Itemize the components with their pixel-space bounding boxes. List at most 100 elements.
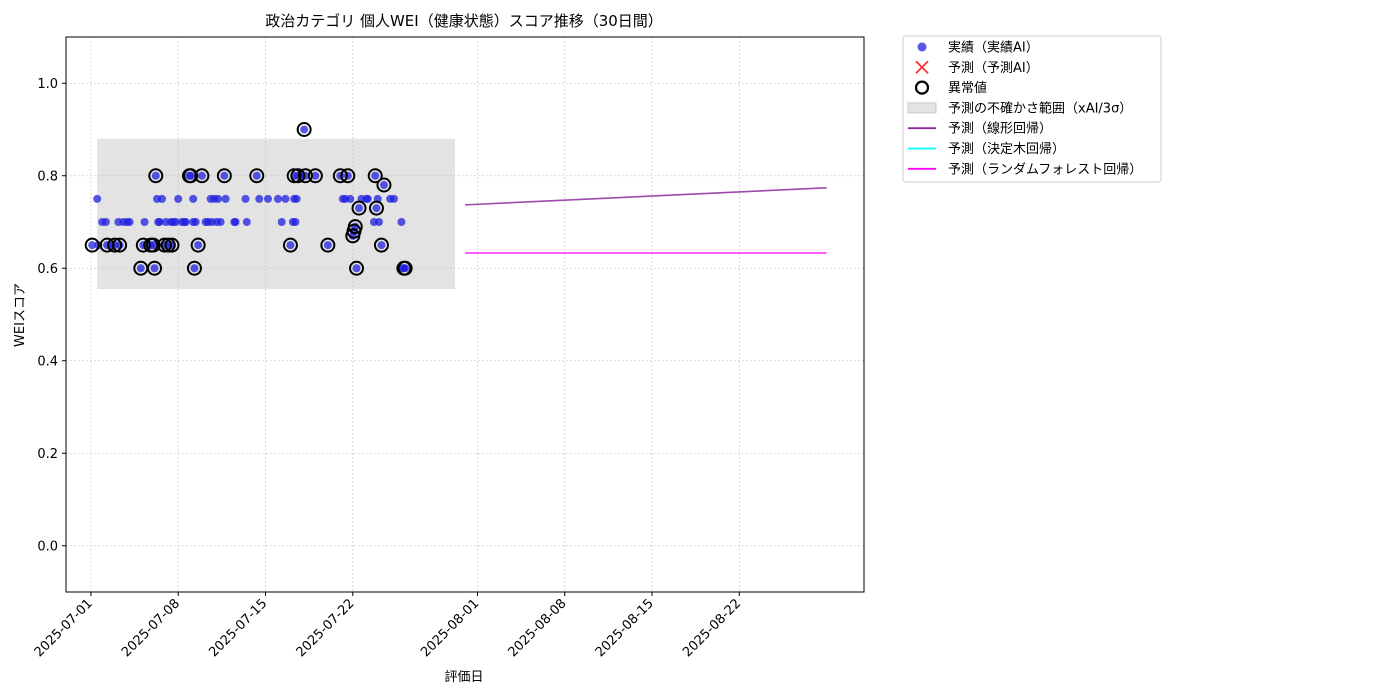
actual-point [242, 218, 251, 226]
actual-point [273, 194, 282, 203]
actual-point [186, 171, 195, 180]
anomaly-point [397, 260, 413, 276]
anomaly-point [107, 237, 123, 253]
legend-box [902, 35, 1162, 183]
actual-point [101, 218, 110, 226]
actual-point [379, 181, 388, 189]
legend-label: 実績（実績AI） [948, 40, 1039, 56]
x-axis-label: 評価日 [444, 670, 483, 685]
legend-label: 予測（線形回帰） [948, 121, 1052, 137]
actual-point [197, 171, 206, 180]
anomaly-point [368, 200, 384, 216]
anomaly-point [307, 168, 323, 184]
actual-point [372, 204, 381, 213]
anomaly-point [376, 177, 392, 193]
legend-dot-icon [917, 42, 927, 52]
anomaly-point [216, 168, 232, 184]
anomaly-point [249, 168, 265, 184]
actual-point [263, 194, 272, 203]
plot-area [66, 37, 864, 592]
anomaly-point [84, 237, 100, 253]
actual-point [352, 264, 361, 273]
actual-point [155, 218, 164, 226]
anomaly-point [367, 168, 383, 184]
actual-point [286, 241, 295, 250]
actual-point [151, 171, 160, 180]
legend-label: 予測（予測AI） [948, 61, 1039, 76]
actual-point [377, 241, 386, 250]
actual-point [191, 218, 200, 226]
y-axis-label: WEIスコア [13, 283, 28, 347]
y-tick-label: 0.8 [37, 169, 58, 184]
actual-point [194, 241, 203, 250]
legend-label: 予測の不確かさ範囲（xAI/3σ） [948, 100, 1132, 116]
legend-label: 予測（ランダムフォレスト回帰） [948, 161, 1142, 177]
actual-point [346, 194, 355, 203]
actual-point [136, 264, 145, 273]
actual-point [125, 218, 134, 226]
anomaly-point [183, 168, 199, 184]
legend-patch-icon [907, 102, 937, 114]
x-tick-label: 2025-07-22 [294, 596, 358, 660]
anomaly-point [349, 260, 365, 276]
actual-point [189, 194, 198, 203]
anomaly-point [332, 168, 348, 184]
actual-point [291, 218, 300, 226]
actual-point [277, 218, 286, 226]
anomaly-point [186, 260, 202, 276]
anomaly-point [148, 168, 164, 184]
anomaly-point [351, 200, 367, 216]
x-tick-label: 2025-08-22 [680, 596, 744, 660]
anomaly-point [147, 260, 163, 276]
x-tick-label: 2025-08-08 [506, 596, 570, 660]
actual-point [158, 194, 167, 203]
legend-x-icon [915, 60, 929, 74]
x-tick-label: 2025-08-15 [593, 596, 657, 660]
actual-point [300, 125, 309, 134]
actual-point [401, 264, 410, 273]
uncertainty-band [97, 138, 456, 290]
actual-point [241, 194, 250, 203]
anomaly-point [135, 237, 151, 253]
actual-point [181, 218, 190, 226]
anomaly-point [320, 237, 336, 253]
y-tick-label: 1.0 [37, 77, 58, 92]
actual-point [397, 218, 406, 226]
x-tick-label: 2025-08-01 [418, 596, 482, 660]
legend-ring-icon [914, 80, 930, 95]
anomaly-point [145, 237, 161, 253]
legend-label: 異常値 [948, 80, 987, 96]
anomaly-point [112, 237, 128, 253]
x-axis: 2025-07-01 2025-07-08 2025-07-15 2025-07-22… [32, 592, 744, 660]
actual-point [255, 194, 264, 203]
anomaly-point [194, 168, 210, 184]
anomaly-point [297, 168, 313, 184]
anomaly-point [296, 122, 312, 137]
actual-point [150, 264, 159, 273]
anomaly-point [290, 168, 306, 184]
anomaly-point [373, 237, 389, 253]
actual-point [221, 194, 230, 203]
actual-point [252, 171, 261, 180]
actual-point [190, 264, 199, 273]
actual-point [311, 171, 320, 180]
actual-point [292, 194, 301, 203]
anomaly-point [190, 237, 206, 253]
actual-point [140, 218, 149, 226]
legend-label: 予測（決定木回帰） [948, 141, 1065, 157]
x-tick-label: 2025-07-01 [32, 596, 96, 660]
actual-point [231, 218, 240, 226]
plot-frame [65, 36, 865, 593]
y-tick-label: 0.6 [37, 262, 58, 277]
y-tick-label: 0.4 [37, 354, 58, 369]
chart-title: 政治カテゴリ 個人WEI（健康状態）スコア推移（30日間） [265, 12, 663, 30]
y-tick-label: 0.0 [37, 539, 58, 554]
x-tick-label: 2025-07-15 [206, 596, 270, 660]
y-axis: 0.0 0.2 0.4 0.6 0.8 1.0 [37, 77, 66, 554]
y-tick-label: 0.2 [37, 447, 58, 462]
anomaly-point [340, 168, 356, 184]
actual-point [374, 218, 383, 226]
actual-point [171, 218, 180, 226]
